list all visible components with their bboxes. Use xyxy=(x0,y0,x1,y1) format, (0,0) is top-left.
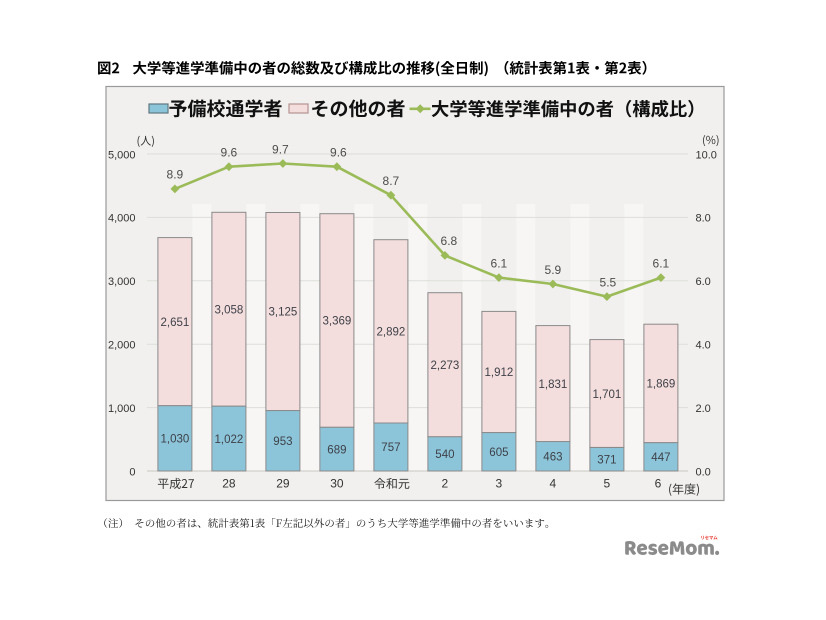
svg-text:447: 447 xyxy=(651,452,670,464)
svg-text:1,022: 1,022 xyxy=(215,434,244,446)
svg-text:1,030: 1,030 xyxy=(161,434,190,446)
svg-text:3: 3 xyxy=(496,477,503,491)
svg-text:689: 689 xyxy=(327,444,346,456)
svg-text:4.0: 4.0 xyxy=(696,340,711,352)
svg-text:4: 4 xyxy=(550,477,557,491)
svg-text:8.9: 8.9 xyxy=(167,168,184,182)
svg-text:463: 463 xyxy=(543,452,562,464)
svg-text:8.7: 8.7 xyxy=(383,174,400,188)
svg-text:6.0: 6.0 xyxy=(696,276,711,288)
svg-text:1,912: 1,912 xyxy=(485,367,514,379)
svg-text:953: 953 xyxy=(273,436,292,448)
svg-text:3,125: 3,125 xyxy=(269,307,298,319)
svg-text:1,869: 1,869 xyxy=(647,379,676,391)
svg-text:6.1: 6.1 xyxy=(491,256,508,270)
svg-text:2,000: 2,000 xyxy=(108,340,136,352)
svg-text:2,892: 2,892 xyxy=(377,327,406,339)
svg-text:5.5: 5.5 xyxy=(600,275,617,289)
svg-text:0.0: 0.0 xyxy=(696,466,711,478)
svg-text:9.6: 9.6 xyxy=(330,145,347,159)
svg-text:605: 605 xyxy=(489,447,508,459)
svg-text:6: 6 xyxy=(655,477,662,491)
svg-text:9.7: 9.7 xyxy=(272,142,289,156)
svg-text:6.8: 6.8 xyxy=(441,234,458,248)
svg-text:8.0: 8.0 xyxy=(696,213,711,225)
svg-text:4,000: 4,000 xyxy=(108,213,136,225)
svg-text:3,369: 3,369 xyxy=(323,316,352,328)
svg-text:2,273: 2,273 xyxy=(431,360,460,372)
svg-text:5.9: 5.9 xyxy=(545,263,562,277)
svg-text:5,000: 5,000 xyxy=(108,149,136,161)
svg-text:30: 30 xyxy=(330,477,344,491)
svg-text:0: 0 xyxy=(129,466,135,478)
svg-text:29: 29 xyxy=(276,477,290,491)
svg-text:2: 2 xyxy=(442,477,449,491)
svg-text:2.0: 2.0 xyxy=(696,403,711,415)
svg-text:9.6: 9.6 xyxy=(221,145,238,159)
svg-text:5: 5 xyxy=(604,477,611,491)
svg-text:540: 540 xyxy=(435,449,454,461)
svg-text:1,831: 1,831 xyxy=(539,379,568,391)
svg-text:3,000: 3,000 xyxy=(108,276,136,288)
svg-text:6.1: 6.1 xyxy=(653,256,670,270)
svg-text:3,058: 3,058 xyxy=(215,304,244,316)
svg-text:757: 757 xyxy=(381,442,400,454)
svg-text:2,651: 2,651 xyxy=(161,317,190,329)
svg-text:371: 371 xyxy=(597,454,616,466)
svg-text:10.0: 10.0 xyxy=(696,149,717,161)
svg-text:1,000: 1,000 xyxy=(108,403,136,415)
svg-text:1,701: 1,701 xyxy=(593,389,622,401)
svg-text:28: 28 xyxy=(222,477,236,491)
